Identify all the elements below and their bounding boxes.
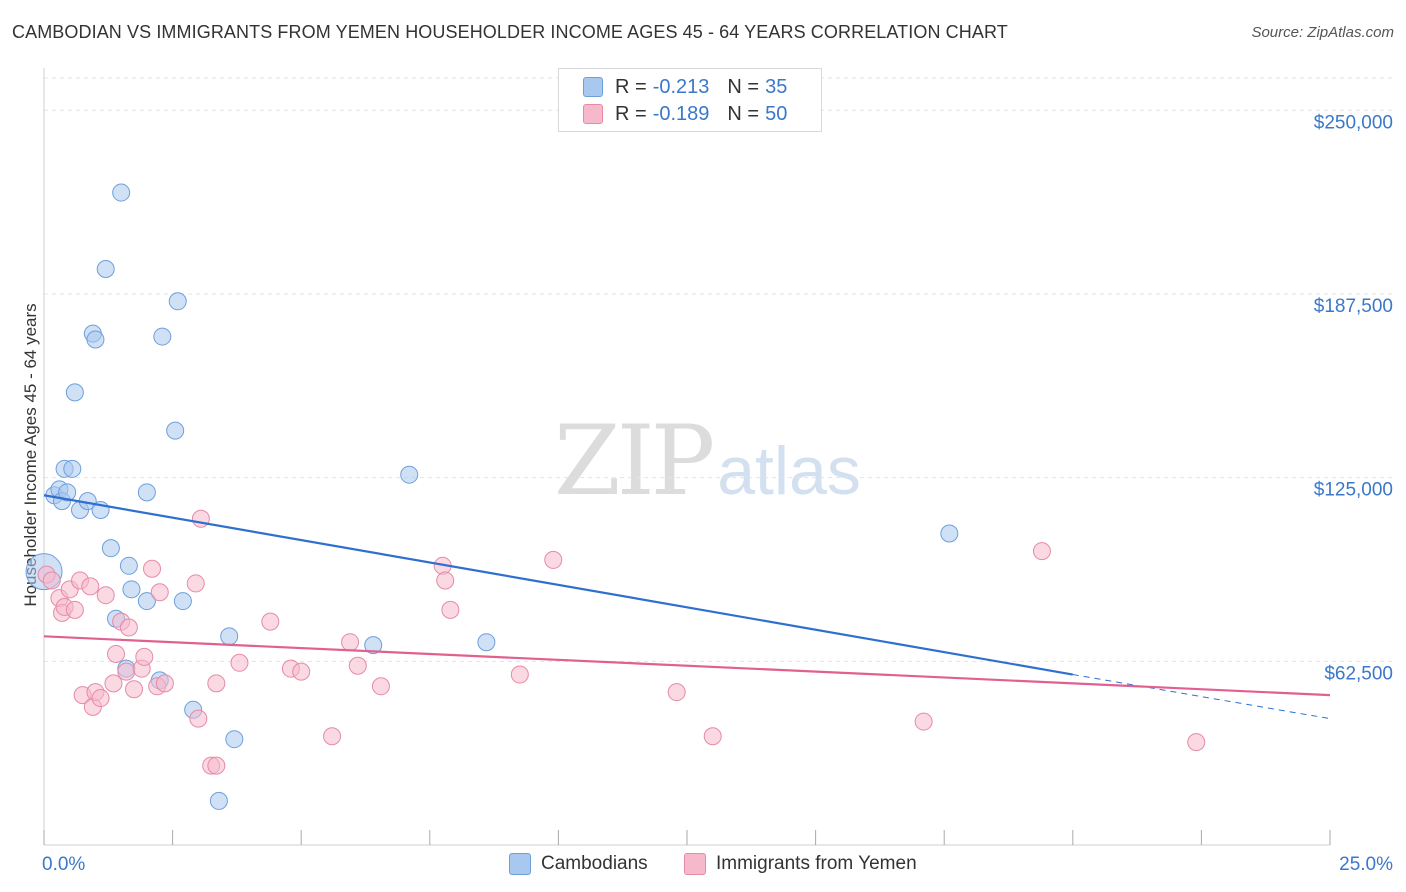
legend-n-value: 35: [765, 75, 788, 98]
cambodian-point: [137, 592, 156, 611]
cambodian-point: [137, 483, 156, 502]
legend-r-label: R =: [615, 102, 647, 125]
yemen-point: [155, 674, 174, 693]
yemen-point: [914, 712, 933, 731]
yemen-point: [135, 647, 154, 666]
y-tick-label: $187,500: [1314, 296, 1393, 317]
legend-swatch-pink: [583, 104, 603, 124]
cambodian-point: [220, 627, 239, 646]
cambodian-point: [166, 421, 185, 440]
cambodian-point: [96, 259, 115, 278]
yemen-point: [230, 653, 249, 672]
cambodian-point: [153, 327, 172, 346]
legend-row-cambodians: R = -0.213 N = 35: [583, 75, 788, 99]
bottom-legend-label: Immigrants from Yemen: [716, 853, 917, 874]
cambodian-point: [112, 183, 131, 202]
legend-r-value: -0.189: [652, 102, 710, 125]
correlation-legend: R = -0.213 N = 35 R = -0.189 N = 50: [558, 68, 822, 132]
y-tick-label: $125,000: [1314, 480, 1393, 501]
yemen-trendline: [43, 635, 1331, 697]
yemen-point: [186, 574, 205, 593]
yemen-point: [323, 727, 342, 746]
legend-r-label: R =: [615, 75, 647, 98]
yemen-point: [91, 689, 110, 708]
cambodian-point: [364, 636, 383, 655]
yemen-point: [207, 674, 226, 693]
yemen-point: [544, 550, 563, 569]
cambodian-point: [940, 524, 959, 543]
yemen-point: [81, 577, 100, 596]
cambodian-point: [86, 330, 105, 349]
cambodian-trendline-extension: [1072, 674, 1331, 720]
yemen-point: [117, 662, 136, 681]
legend-row-yemen: R = -0.189 N = 50: [583, 102, 788, 126]
bottom-legend-yemen: Immigrants from Yemen: [684, 852, 917, 876]
yemen-point: [125, 680, 144, 699]
yemen-point: [189, 709, 208, 728]
legend-n-label: N =: [727, 102, 760, 125]
y-tick-label: $62,500: [1324, 663, 1393, 684]
cambodian-point: [173, 592, 192, 611]
legend-n-label: N =: [727, 75, 760, 98]
cambodian-point: [101, 539, 120, 558]
cambodian-point: [63, 459, 82, 478]
yemen-point: [341, 633, 360, 652]
yemen-point: [96, 586, 115, 605]
yemen-point: [119, 618, 138, 637]
x-tick-label: 0.0%: [42, 854, 85, 875]
cambodian-point: [58, 483, 77, 502]
chart-title: CAMBODIAN VS IMMIGRANTS FROM YEMEN HOUSE…: [12, 22, 1008, 42]
bottom-legend-cambodians: Cambodians: [509, 852, 648, 876]
watermark: ZIPatlas: [554, 405, 861, 517]
legend-r-value: -0.213: [652, 75, 710, 98]
yemen-point: [703, 727, 722, 746]
y-axis-label: Householder Income Ages 45 - 64 years: [21, 303, 40, 606]
yemen-point: [150, 583, 169, 602]
y-tick-label: $250,000: [1314, 112, 1393, 133]
cambodian-trendline: [43, 494, 1073, 676]
cambodian-point: [168, 292, 187, 311]
yemen-point: [65, 600, 84, 619]
bottom-legend-swatch-pink: [684, 853, 706, 875]
bottom-legend-swatch-blue: [509, 853, 531, 875]
yemen-point: [371, 677, 390, 696]
yemen-point: [441, 600, 460, 619]
yemen-point: [292, 662, 311, 681]
yemen-point: [667, 683, 686, 702]
yemen-point: [348, 656, 367, 675]
cambodian-point: [119, 556, 138, 575]
yemen-point: [107, 644, 126, 663]
cambodian-point: [400, 465, 419, 484]
cambodian-point: [65, 383, 84, 402]
yemen-point: [104, 674, 123, 693]
yemen-point: [510, 665, 529, 684]
yemen-point: [143, 559, 162, 578]
yemen-point: [42, 571, 61, 590]
yemen-point: [436, 571, 455, 590]
cambodian-point: [122, 580, 141, 599]
legend-n-value: 50: [765, 102, 788, 125]
cambodian-point: [477, 633, 496, 652]
cambodian-point: [225, 730, 244, 749]
yemen-point: [1032, 542, 1051, 561]
watermark-zip: ZIP: [554, 405, 715, 517]
legend-swatch-blue: [583, 77, 603, 97]
cambodian-point: [209, 791, 228, 810]
source-label: Source: ZipAtlas.com: [1251, 24, 1394, 41]
yemen-point: [1187, 733, 1206, 752]
yemen-point: [207, 756, 226, 775]
x-tick-label: 25.0%: [1339, 854, 1393, 875]
bottom-legend-label: Cambodians: [541, 853, 648, 874]
yemen-point: [261, 612, 280, 631]
watermark-atlas: atlas: [717, 433, 861, 509]
